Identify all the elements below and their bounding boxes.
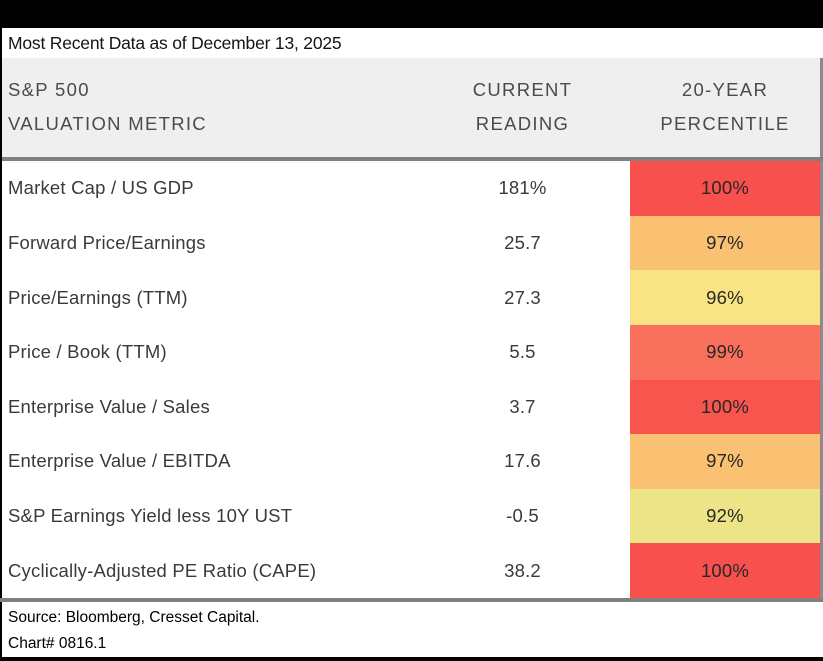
table-row: Price / Book (TTM) 5.5 99% [2,324,820,380]
percentile-heat-cell: 100% [630,543,820,598]
header-reading-line2: READING [475,113,570,134]
metric-label: S&P Earnings Yield less 10Y UST [8,505,293,527]
chart-number-line: Chart# 0816.1 [8,635,107,652]
table-header: S&P 500 VALUATION METRIC CURRENT READING… [2,58,820,157]
table-row: Market Cap / US GDP 181% 100% [2,161,820,216]
metric-label: Price / Book (TTM) [8,341,167,363]
source-line: Source: Bloomberg, Cresset Capital. [8,609,260,626]
valuation-table: S&P 500 VALUATION METRIC CURRENT READING… [2,58,823,598]
table-row: Enterprise Value / Sales 3.7 100% [2,379,820,435]
table-row: Forward Price/Earnings 25.7 97% [2,215,820,271]
current-reading-value: -0.5 [506,505,539,527]
header-body-divider [2,157,823,161]
current-reading-value: 17.6 [504,450,541,472]
current-reading-value: 3.7 [509,395,536,417]
header-percentile-column: 20-YEAR PERCENTILE [630,73,820,157]
current-reading-value: 5.5 [509,341,536,363]
header-percentile-line1: 20-YEAR [681,79,769,100]
percentile-heat-cell: 99% [630,324,820,380]
metric-label: Forward Price/Earnings [8,231,206,253]
current-reading-value: 38.2 [504,559,541,581]
header-metric-column: S&P 500 VALUATION METRIC [2,73,415,157]
metric-label: Enterprise Value / Sales [8,395,210,417]
table-row: Price/Earnings (TTM) 27.3 96% [2,270,820,325]
table-row: Enterprise Value / EBITDA 17.6 97% [2,434,820,489]
footer: Source: Bloomberg, Cresset Capital. Char… [2,602,823,657]
header-metric-line2: VALUATION METRIC [8,113,207,134]
current-reading-value: 25.7 [504,231,541,253]
percentile-heat-cell: 92% [630,488,820,544]
chart-title: Most Recent Data as of December 13, 2025 [2,28,823,58]
table-row: S&P Earnings Yield less 10Y UST -0.5 92% [2,488,820,544]
top-black-bar [0,0,823,28]
chart-frame: Most Recent Data as of December 13, 2025… [0,28,823,661]
header-percentile-line2: PERCENTILE [660,113,790,134]
percentile-heat-cell: 97% [630,215,820,271]
percentile-heat-cell: 100% [630,161,820,216]
metric-label: Market Cap / US GDP [8,177,194,199]
header-reading-line1: CURRENT [472,79,573,100]
current-reading-value: 181% [498,177,547,199]
metric-label: Enterprise Value / EBITDA [8,450,231,472]
header-reading-column: CURRENT READING [415,73,630,157]
table-row: Cyclically-Adjusted PE Ratio (CAPE) 38.2… [2,543,820,598]
current-reading-value: 27.3 [504,286,541,308]
metric-label: Cyclically-Adjusted PE Ratio (CAPE) [8,559,317,581]
header-metric-line1: S&P 500 [8,79,90,100]
body-footer-divider [0,598,823,602]
percentile-heat-cell: 100% [630,379,820,435]
table-body: Market Cap / US GDP 181% 100% Forward Pr… [2,161,820,598]
percentile-heat-cell: 96% [630,270,820,325]
metric-label: Price/Earnings (TTM) [8,286,188,308]
percentile-heat-cell: 97% [630,434,820,489]
